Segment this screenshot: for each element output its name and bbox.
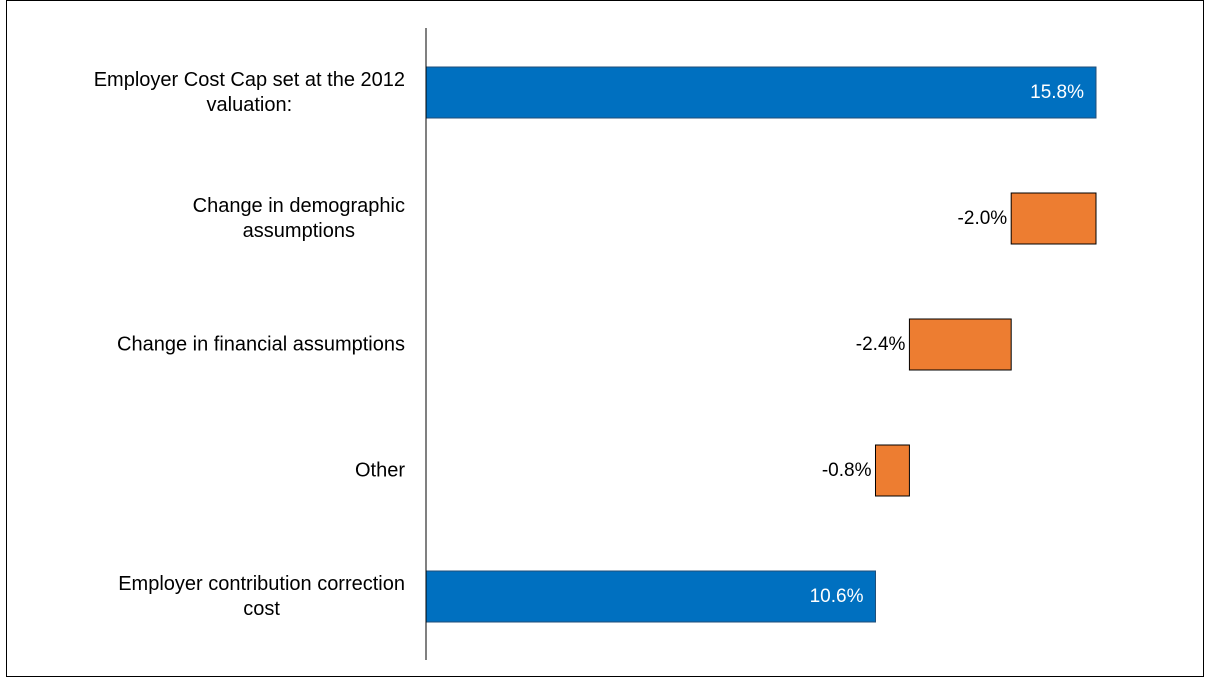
category-labels: Employer Cost Cap set at the 2012 valuati…: [94, 69, 406, 620]
category-label-1: Change in demographic assumptions: [193, 195, 405, 242]
data-label-1: -2.0%: [958, 208, 1008, 229]
data-label-0: 15.8%: [1030, 82, 1084, 103]
data-label-3: -0.8%: [822, 460, 872, 481]
data-label-2: -2.4%: [856, 334, 906, 355]
bar-1: [1010, 192, 1097, 245]
category-label-0: Employer Cost Cap set at the 2012 valuati…: [94, 69, 405, 116]
bar-2: [908, 318, 1012, 371]
bar-3: [874, 444, 910, 497]
bar-0: [425, 66, 1097, 119]
bar-4: [425, 570, 876, 623]
bars: [425, 66, 1097, 623]
category-label-2: Change in financial assumptions: [117, 334, 405, 356]
data-label-4: 10.6%: [810, 586, 864, 607]
category-label-3: Other: [355, 460, 405, 482]
category-label-4: Employer contribution correction cost: [118, 573, 405, 620]
data-labels: 15.8% -2.0% -2.4% -0.8% 10.6%: [810, 82, 1084, 607]
